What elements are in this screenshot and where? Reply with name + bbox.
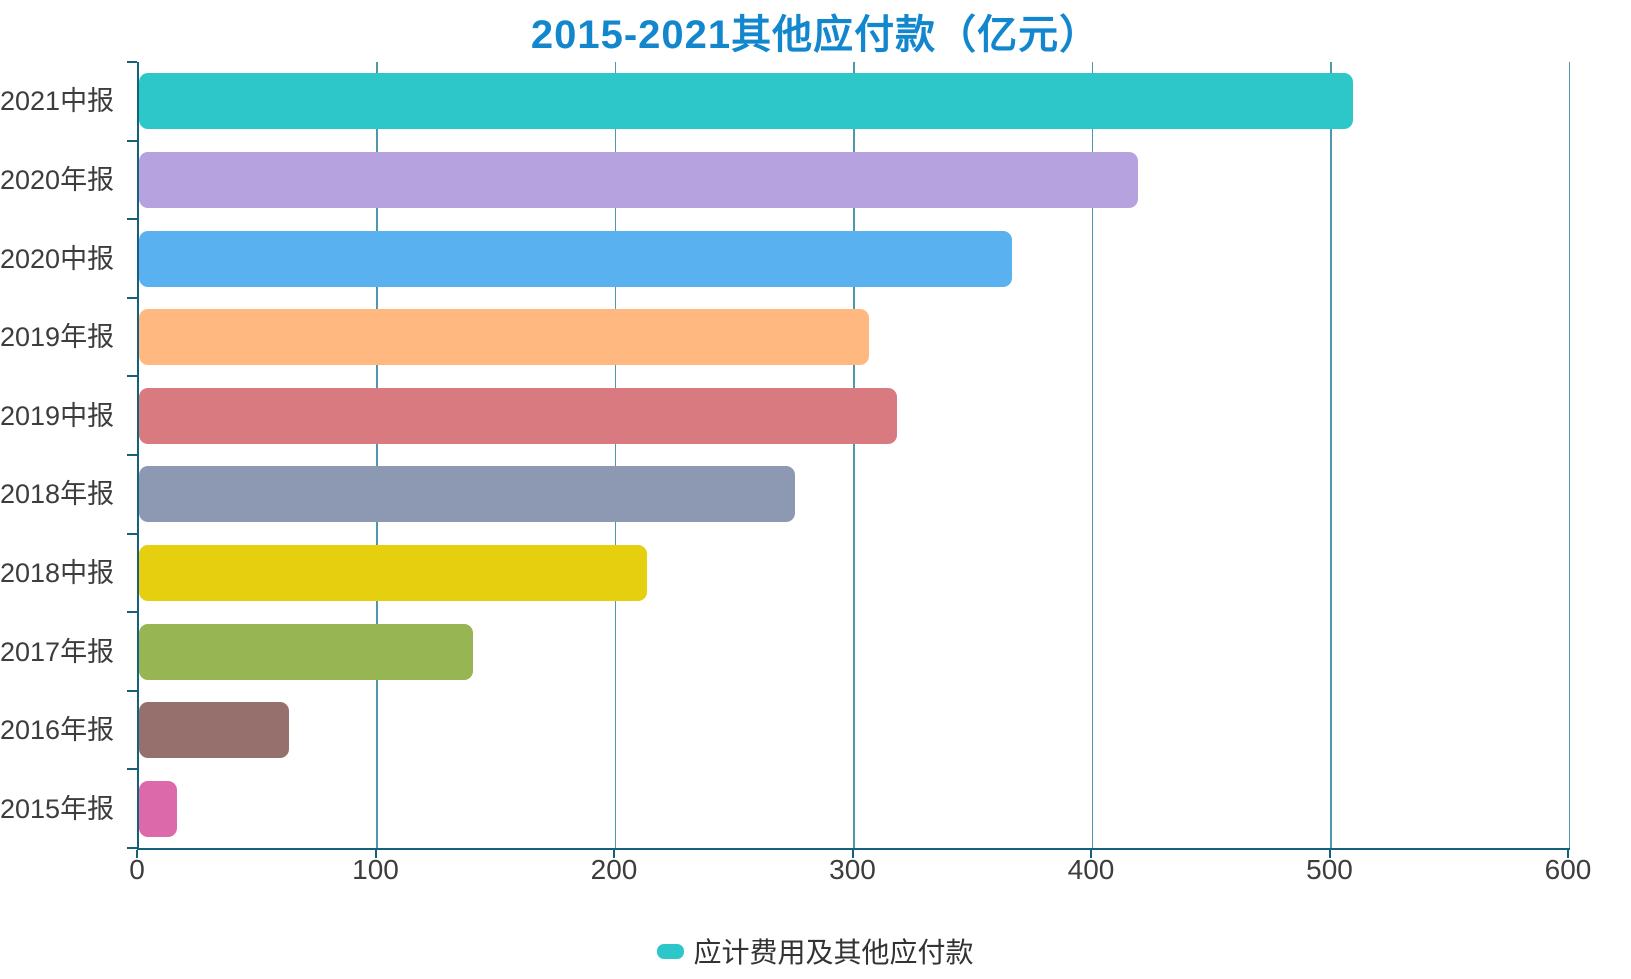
legend-label: 应计费用及其他应付款 bbox=[693, 937, 974, 968]
x-axis-tick bbox=[613, 850, 615, 858]
x-axis-label: 100 bbox=[352, 854, 399, 885]
y-axis-tick bbox=[127, 689, 137, 692]
bar[interactable] bbox=[139, 387, 898, 444]
x-axis-label: 200 bbox=[590, 854, 638, 885]
bar[interactable] bbox=[139, 73, 1353, 130]
y-axis-tick bbox=[127, 218, 137, 221]
bar[interactable] bbox=[139, 309, 869, 366]
chart-title: 2015-2021其他应付款（亿元） bbox=[530, 13, 1101, 57]
x-axis-tick bbox=[1328, 850, 1331, 858]
y-axis-tick bbox=[127, 61, 137, 63]
bar[interactable] bbox=[139, 780, 178, 837]
y-axis-label: 2015年报 bbox=[0, 793, 115, 824]
y-axis-label: 2019年报 bbox=[0, 322, 115, 353]
x-axis-label: 0 bbox=[129, 854, 145, 885]
x-axis-label: 600 bbox=[1544, 854, 1592, 885]
x-axis-tick bbox=[374, 850, 377, 858]
y-axis-tick bbox=[127, 611, 137, 614]
y-axis-tick bbox=[127, 454, 137, 456]
y-axis-label: 2021中报 bbox=[0, 86, 115, 117]
legend[interactable]: 应计费用及其他应付款 bbox=[0, 931, 1631, 971]
x-axis-tick bbox=[851, 850, 854, 858]
x-axis-label: 400 bbox=[1067, 854, 1115, 885]
gridline bbox=[1330, 62, 1332, 848]
bar[interactable] bbox=[139, 623, 473, 680]
y-axis-label: 2017年报 bbox=[0, 636, 115, 667]
y-axis-tick bbox=[127, 768, 137, 771]
y-axis-label: 2019中报 bbox=[0, 400, 115, 431]
y-axis-label: 2018年报 bbox=[0, 479, 115, 510]
y-axis-tick bbox=[127, 532, 137, 535]
y-axis-label: 2016年报 bbox=[0, 715, 115, 746]
y-axis-tick bbox=[127, 139, 137, 142]
bar[interactable] bbox=[139, 151, 1139, 208]
gridline bbox=[376, 62, 378, 848]
x-axis-label: 300 bbox=[829, 854, 876, 885]
plot-area bbox=[137, 62, 1570, 850]
y-axis-tick bbox=[127, 847, 137, 849]
gridline bbox=[1091, 62, 1093, 848]
y-axis-tick bbox=[127, 296, 137, 299]
bar[interactable] bbox=[139, 230, 1012, 287]
x-axis-label: 500 bbox=[1306, 854, 1353, 885]
bar[interactable] bbox=[139, 544, 647, 601]
y-axis-label: 2020年报 bbox=[0, 164, 115, 195]
y-axis-tick bbox=[127, 375, 137, 378]
x-axis-tick bbox=[1090, 850, 1092, 858]
x-axis-tick bbox=[136, 850, 138, 858]
bar[interactable] bbox=[139, 466, 795, 523]
gridline bbox=[1568, 62, 1570, 848]
y-axis-label: 2018中报 bbox=[0, 557, 115, 588]
y-axis-label: 2020中报 bbox=[0, 243, 115, 274]
x-axis-tick bbox=[1567, 850, 1569, 858]
gridline bbox=[853, 62, 855, 848]
legend-marker-icon bbox=[657, 943, 685, 959]
gridline bbox=[614, 62, 616, 848]
bar[interactable] bbox=[139, 702, 290, 759]
